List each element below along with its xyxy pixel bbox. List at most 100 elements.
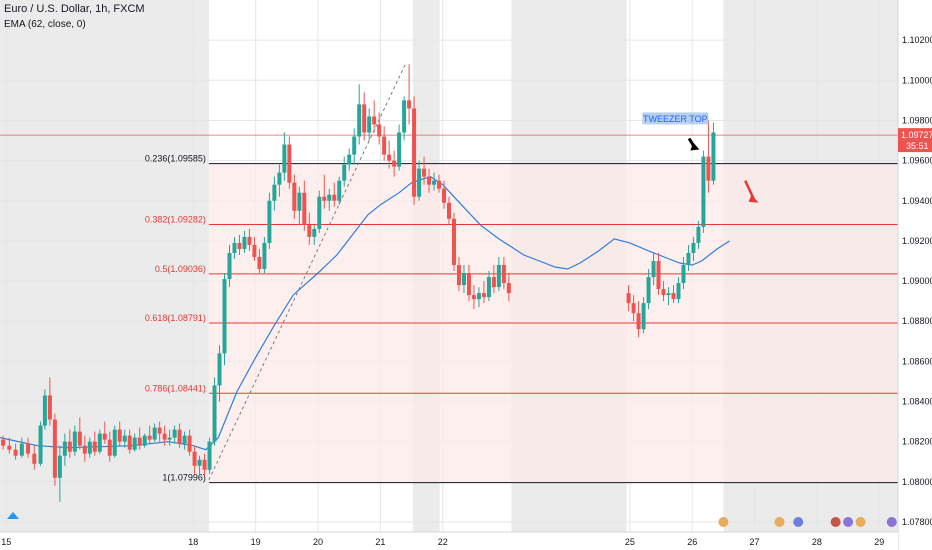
indicator-label[interactable]: EMA (62, close, 0): [4, 19, 86, 30]
time-tick-label: 20: [313, 537, 323, 547]
candle-body: [142, 435, 147, 446]
trend-line[interactable]: [208, 64, 406, 481]
candle-body: [1, 439, 6, 446]
candle-body: [442, 188, 447, 203]
event-flag-icon[interactable]: [774, 517, 785, 527]
ema-62-line: [0, 176, 730, 451]
candle-body: [307, 224, 312, 237]
candle-body: [711, 132, 716, 181]
time-axis[interactable]: 15 18 19 20 21 22 25 26 27 28 29: [0, 531, 898, 550]
candle-body: [496, 264, 501, 288]
candle-body: [696, 226, 701, 243]
candle-body: [357, 104, 362, 137]
dashed-trend-line[interactable]: [208, 64, 406, 481]
candle-body: [47, 395, 52, 420]
candle-body: [112, 429, 117, 456]
candle-body: [646, 277, 651, 304]
fibonacci-retracement[interactable]: 0.236(1.09585) 0.382(1.09282) 0.5(1.09036)…: [0, 134, 898, 484]
candle-body: [491, 277, 496, 288]
candle-body: [262, 242, 267, 270]
time-tick-label: 22: [438, 537, 448, 547]
time-tick-label: 26: [687, 537, 697, 547]
price-tick-label: 1.10000: [902, 75, 932, 85]
candle-body: [162, 433, 167, 440]
annotations[interactable]: TWEEZER TOP: [642, 112, 759, 203]
candle-body: [122, 435, 127, 442]
candle-body: [377, 124, 382, 137]
candle-body: [42, 395, 47, 426]
candle-body: [332, 194, 337, 201]
candle-body: [102, 433, 107, 440]
candle-body: [417, 168, 422, 197]
fib-level-label: 0.236(1.09585): [145, 154, 206, 164]
candle-body: [19, 443, 24, 456]
candle-body: [292, 182, 297, 211]
candle-body: [387, 154, 392, 161]
candle-body: [132, 437, 137, 450]
time-tick-label: 25: [625, 537, 635, 547]
symbol-title[interactable]: Euro / U.S. Dollar, 1h, FXCM: [4, 3, 145, 15]
price-tick-label: 1.09400: [902, 196, 932, 206]
price-tick-label: 1.08800: [902, 316, 932, 326]
candle-body: [451, 218, 456, 265]
candle-body: [177, 429, 182, 444]
event-flag-icon[interactable]: [843, 517, 854, 527]
candle-body: [362, 104, 367, 133]
candle-body: [57, 455, 62, 478]
candle-body: [227, 252, 232, 280]
event-flag-icon[interactable]: [793, 517, 804, 527]
candle-body: [337, 180, 342, 201]
time-tick-label: 29: [874, 537, 884, 547]
event-flag-icon[interactable]: [886, 517, 897, 527]
price-tick-label: 1.08400: [902, 397, 932, 407]
candle-body: [62, 441, 67, 456]
price-tick-label: 1.09000: [902, 276, 932, 286]
price-tick-label: 1.08000: [902, 477, 932, 487]
event-flag-icon[interactable]: [855, 517, 866, 527]
event-flag-icon[interactable]: [830, 517, 841, 527]
candle-body: [107, 439, 112, 456]
candle-body: [52, 419, 57, 478]
candle-body: [117, 429, 122, 442]
candle-body: [38, 425, 43, 464]
candle-body: [412, 108, 417, 197]
candle-body: [352, 136, 357, 155]
candle-body: [147, 435, 152, 440]
candle-body: [302, 192, 307, 225]
candle-body: [651, 260, 656, 278]
candle-body: [317, 196, 322, 229]
ema-line: [0, 176, 730, 451]
price-tick-label: 1.09200: [902, 236, 932, 246]
candle-body: [461, 273, 466, 286]
candle-body: [701, 156, 706, 227]
event-markers[interactable]: [7, 512, 897, 527]
candle-body: [641, 303, 646, 330]
candle-body: [252, 244, 257, 257]
candle-body: [152, 427, 157, 440]
tweezer-top-box[interactable]: [642, 112, 709, 125]
candle-body: [237, 242, 242, 249]
candle-body: [82, 445, 87, 454]
candle-body: [127, 435, 132, 450]
fib-level-label: 0.618(1.08791): [145, 313, 206, 323]
candle-body: [277, 172, 282, 185]
candle-body: [447, 202, 451, 219]
candle-body: [67, 441, 72, 452]
price-axis[interactable]: 1.10200 1.10000 1.09800 1.09600 1.09400 1.092…: [897, 0, 932, 550]
candle-body: [397, 132, 402, 167]
time-axis-bg: [0, 532, 898, 550]
tweezer-top-label: TWEEZER TOP: [643, 114, 708, 124]
last-price-tag[interactable]: [898, 128, 932, 153]
candle-body: [197, 459, 202, 466]
red-arrow-head-icon: [748, 194, 759, 203]
fib-level-label: 0.5(1.09036): [155, 264, 206, 274]
candle-body: [407, 100, 412, 109]
candle-body: [257, 256, 262, 270]
price-tick-label: 1.07800: [902, 517, 932, 527]
event-flag-icon[interactable]: [718, 517, 729, 527]
candle-body: [92, 441, 97, 452]
candle-body: [501, 264, 506, 284]
candle-body: [207, 441, 212, 470]
app-logo-icon[interactable]: [7, 512, 19, 519]
